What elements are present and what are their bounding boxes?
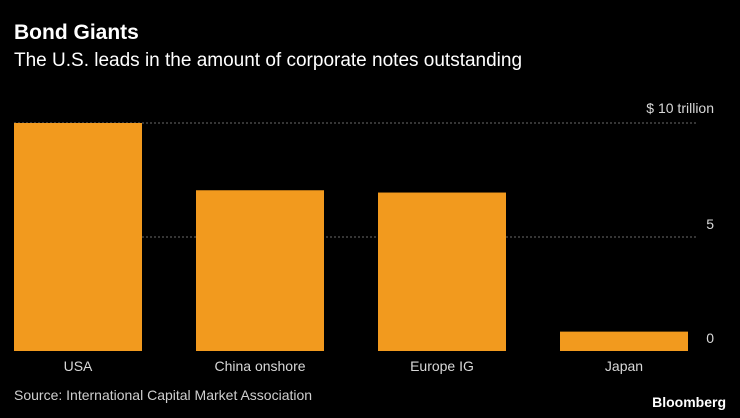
chart-title: Bond Giants — [14, 21, 139, 44]
bloomberg-logo: Bloomberg — [652, 394, 726, 410]
y-tick-label: 0 — [706, 330, 714, 346]
y-tick-label: 5 — [706, 216, 714, 232]
bar-europe-ig — [378, 192, 506, 351]
category-label: Europe IG — [410, 358, 474, 374]
category-label: China onshore — [214, 358, 305, 374]
y-tick-labels: 0 5 $ 10 trillion — [646, 100, 714, 346]
y-tick-label: $ 10 trillion — [646, 100, 714, 116]
bar-japan — [560, 331, 688, 351]
category-labels: USA China onshore Europe IG Japan — [64, 358, 643, 374]
category-label: Japan — [605, 358, 643, 374]
bar-usa — [14, 123, 142, 351]
bar-china-onshore — [196, 190, 324, 351]
category-label: USA — [64, 358, 93, 374]
bars — [14, 123, 688, 351]
chart-subtitle: The U.S. leads in the amount of corporat… — [14, 50, 523, 71]
source-note: Source: International Capital Market Ass… — [14, 387, 313, 403]
